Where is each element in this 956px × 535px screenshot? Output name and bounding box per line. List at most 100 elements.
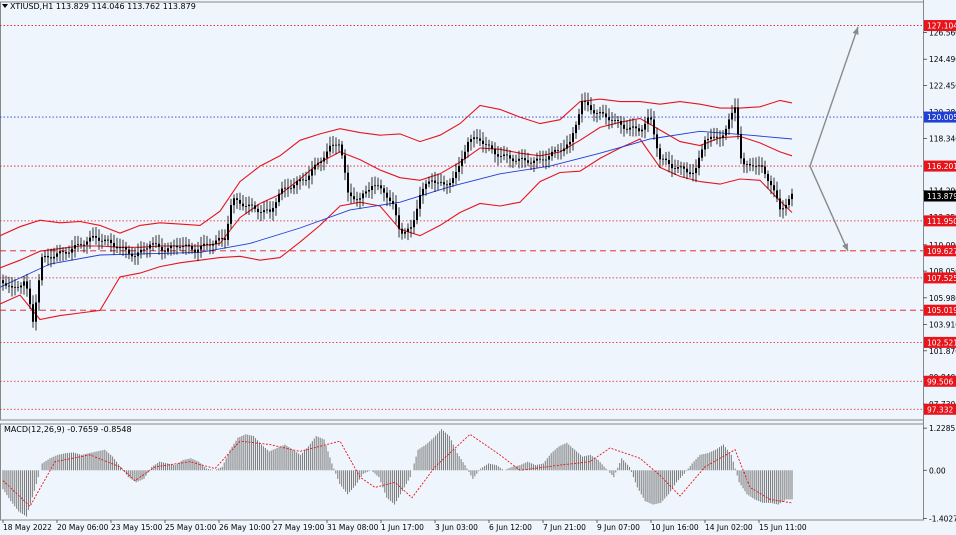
candle: [5, 275, 7, 290]
candle: [362, 190, 364, 207]
candle-body: [488, 144, 490, 146]
candle-body: [59, 251, 61, 254]
symbol-menu-triangle-icon[interactable]: [2, 4, 8, 8]
macd-info-label: MACD(12,26,9) -0.7659 -0.8548: [4, 425, 132, 434]
candle-body: [383, 188, 385, 193]
candle-body: [233, 198, 235, 206]
candle: [179, 238, 181, 251]
candle: [419, 186, 421, 217]
candle: [308, 166, 310, 189]
candle: [689, 164, 691, 178]
candle-body: [311, 169, 313, 176]
candle: [152, 237, 154, 252]
candle: [137, 243, 139, 265]
candle: [14, 279, 16, 296]
candle: [638, 123, 640, 136]
candle: [122, 239, 124, 256]
candle: [494, 142, 496, 163]
candle-body: [266, 209, 268, 211]
candle: [317, 157, 319, 170]
candle-body: [191, 246, 193, 250]
time-tick-label: 7 Jun 21:00: [543, 523, 586, 532]
candle-body: [344, 155, 346, 173]
candle-body: [512, 158, 514, 162]
candle: [221, 229, 223, 247]
candle: [53, 247, 55, 265]
candle-body: [257, 208, 259, 213]
candle-body: [224, 238, 226, 240]
candle: [524, 149, 526, 168]
candle: [374, 176, 376, 195]
candle: [359, 192, 361, 209]
candle-body: [593, 110, 595, 114]
candle: [188, 238, 190, 254]
candle: [398, 207, 400, 238]
candle-body: [431, 180, 433, 182]
candle: [737, 98, 739, 140]
candle-body: [260, 212, 262, 213]
candle-body: [752, 165, 754, 167]
candle: [20, 282, 22, 294]
macd-pane[interactable]: [0, 423, 924, 521]
candle-body: [479, 138, 481, 141]
candle-body: [515, 160, 517, 162]
level-badge-0: [924, 20, 956, 32]
candle: [695, 159, 697, 183]
projection-arrowhead-1: [842, 243, 848, 252]
candle-body: [734, 107, 736, 113]
candle: [233, 194, 235, 214]
candle-body: [407, 228, 409, 232]
candle: [287, 178, 289, 197]
candle-body: [530, 162, 532, 164]
time-tick-label: 9 Jun 07:00: [597, 523, 640, 532]
candle-body: [242, 203, 244, 207]
candle: [728, 113, 730, 135]
candle-body: [617, 120, 619, 121]
candle: [464, 144, 466, 164]
candle: [272, 201, 274, 221]
candle: [491, 141, 493, 154]
candle-body: [338, 144, 340, 146]
candle-body: [533, 160, 535, 163]
candle: [617, 115, 619, 129]
candle: [209, 238, 211, 255]
projection-arrowhead-0: [852, 26, 859, 35]
candle-body: [659, 148, 661, 160]
candle: [284, 179, 286, 198]
current-price-label: 113.879: [927, 192, 956, 201]
candle-body: [602, 112, 604, 114]
level-badge-3: [924, 215, 956, 227]
price-pane[interactable]: [0, 1, 924, 421]
candle: [236, 193, 238, 209]
candle: [407, 223, 409, 241]
candle: [155, 235, 157, 248]
candle-body: [416, 208, 418, 221]
candle: [80, 237, 82, 249]
candle: [98, 229, 100, 250]
candle-body: [584, 101, 586, 102]
time-tick-label: 10 Jun 16:00: [651, 523, 699, 532]
candle: [482, 132, 484, 153]
candle: [659, 143, 661, 169]
candle: [515, 154, 517, 165]
candle-body: [215, 240, 217, 245]
candle: [50, 248, 52, 268]
candle-body: [146, 248, 148, 250]
candle: [89, 230, 91, 249]
candle: [575, 121, 577, 139]
candle-body: [122, 246, 124, 248]
candle-body: [485, 143, 487, 145]
candle-body: [320, 161, 322, 163]
candle-body: [620, 120, 622, 125]
candle-body: [605, 113, 607, 118]
level-badge-9: [924, 403, 956, 415]
candle-body: [287, 187, 289, 189]
candle: [593, 103, 595, 122]
candle: [665, 152, 667, 165]
candle: [599, 106, 601, 121]
candle: [302, 172, 304, 186]
candle: [323, 151, 325, 171]
candle: [242, 195, 244, 211]
candle: [587, 92, 589, 112]
candle: [68, 245, 70, 258]
